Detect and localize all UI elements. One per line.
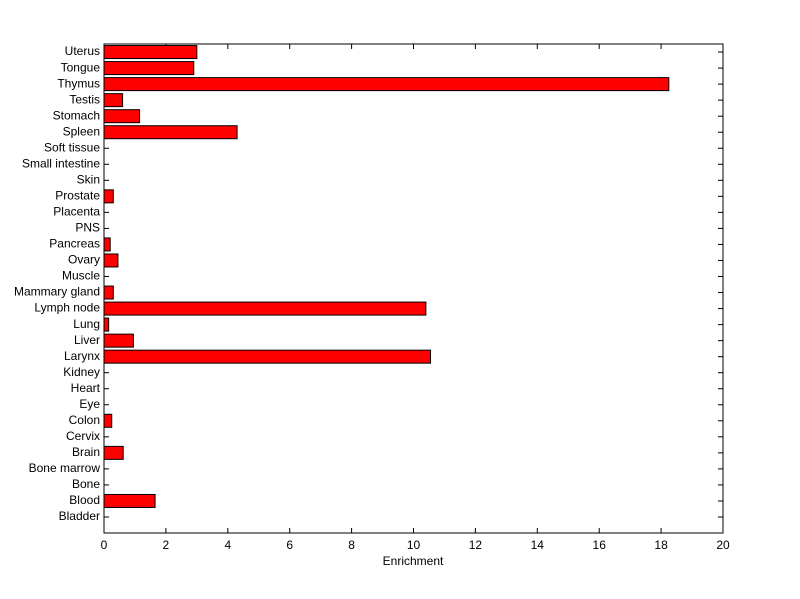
- bar: [103, 93, 124, 108]
- bar: [103, 349, 432, 364]
- x-tick-label: 6: [286, 538, 293, 552]
- x-tick-label: 18: [654, 538, 668, 552]
- y-tick-label: Brain: [72, 445, 100, 459]
- y-tick-label: Spleen: [63, 124, 100, 138]
- bar: [103, 45, 198, 60]
- y-tick-label: Bladder: [59, 509, 100, 523]
- x-tick-label: 12: [469, 538, 483, 552]
- y-tick-label: Ovary: [68, 253, 100, 267]
- bar: [103, 493, 156, 508]
- bar: [103, 317, 110, 332]
- bar: [103, 445, 124, 460]
- x-tick-label: 10: [407, 538, 421, 552]
- y-tick-label: Lymph node: [34, 301, 100, 315]
- x-tick-label: 8: [348, 538, 355, 552]
- plot-frame: [103, 43, 724, 534]
- y-tick-label: Stomach: [53, 108, 100, 122]
- x-tick-label: 14: [531, 538, 545, 552]
- y-tick-label: Colon: [69, 413, 100, 427]
- bar: [103, 125, 238, 140]
- bar: [103, 237, 111, 252]
- y-tick-label: Heart: [71, 381, 101, 395]
- y-tick-label: PNS: [75, 221, 100, 235]
- bar: [103, 301, 427, 316]
- x-tick-label: 0: [101, 538, 108, 552]
- y-tick-label: Blood: [69, 493, 100, 507]
- x-tick-label: 16: [593, 538, 607, 552]
- bar: [103, 109, 141, 124]
- y-tick-label: Bone marrow: [29, 461, 101, 475]
- y-tick-label: Tongue: [61, 60, 101, 74]
- bar: [103, 253, 119, 268]
- y-tick-label: Skin: [77, 172, 100, 186]
- y-tick-label: Soft tissue: [44, 140, 100, 154]
- y-tick-label: Kidney: [63, 365, 100, 379]
- y-tick-label: Prostate: [55, 189, 100, 203]
- y-tick-label: Larynx: [64, 349, 100, 363]
- x-tick-label: 2: [163, 538, 170, 552]
- x-tick-label: 20: [716, 538, 730, 552]
- y-tick-label: Eye: [79, 397, 100, 411]
- y-tick-label: Lung: [73, 317, 100, 331]
- y-tick-label: Bone: [72, 477, 100, 491]
- bar: [103, 285, 114, 300]
- y-tick-label: Thymus: [57, 76, 100, 90]
- y-tick-label: Placenta: [53, 205, 100, 219]
- y-tick-label: Liver: [74, 333, 100, 347]
- bar: [103, 77, 670, 92]
- bar: [103, 61, 195, 76]
- y-tick-label: Testis: [69, 92, 100, 106]
- y-tick-label: Muscle: [62, 269, 100, 283]
- bar: [103, 333, 134, 348]
- y-tick-label: Cervix: [66, 429, 100, 443]
- y-tick-label: Mammary gland: [14, 285, 100, 299]
- y-tick-label: Small intestine: [22, 156, 100, 170]
- y-tick-label: Pancreas: [49, 237, 100, 251]
- y-tick-label: Uterus: [65, 44, 100, 58]
- x-axis-label: Enrichment: [383, 554, 444, 568]
- bar: [103, 413, 113, 428]
- bar: [103, 189, 114, 204]
- x-tick-label: 4: [224, 538, 231, 552]
